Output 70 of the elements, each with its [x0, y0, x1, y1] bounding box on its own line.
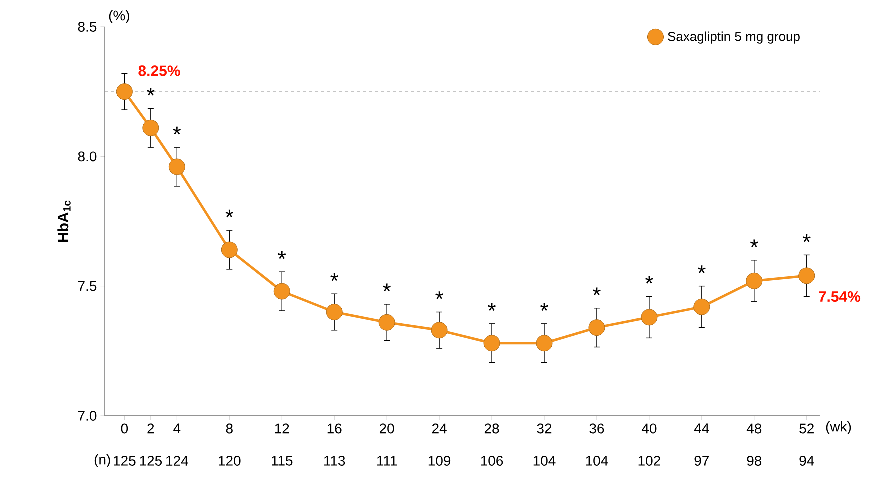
- x-tick-label: 32: [537, 424, 552, 434]
- x-tick-label: 24: [432, 424, 447, 434]
- annotation: *: [488, 303, 496, 311]
- text: 115: [272, 456, 293, 466]
- x-tick-label: 20: [380, 424, 394, 434]
- point: [326, 304, 343, 321]
- text: 125: [114, 456, 136, 466]
- point: [116, 84, 133, 100]
- x-tick-label: 4: [174, 424, 181, 434]
- x-tick-label: 44: [694, 424, 710, 434]
- point: [746, 272, 763, 290]
- text: 94: [800, 456, 814, 466]
- data-label: 7.54%: [819, 291, 861, 302]
- text: 102: [638, 456, 660, 466]
- text: 98: [747, 456, 762, 466]
- point: [641, 309, 658, 326]
- annotation: *: [173, 126, 182, 135]
- point: [484, 335, 500, 352]
- annotation: *: [436, 292, 444, 300]
- annotation: *: [330, 273, 339, 282]
- x-axis-title: (wk): [826, 421, 852, 435]
- y-tick-label: 7.0: [78, 411, 97, 421]
- text: (%): [109, 10, 130, 24]
- annotation: *: [698, 266, 706, 274]
- text: 113: [324, 456, 346, 466]
- x-tick-label: 2: [148, 424, 154, 434]
- x-tick-label: 0: [121, 424, 128, 434]
- point: [221, 242, 238, 258]
- data-label: 8.25%: [138, 66, 180, 76]
- point: [694, 298, 710, 316]
- y-axis-title: HbA$_{1c}$: [58, 200, 71, 242]
- point: [168, 158, 186, 176]
- x-tick-label: 52: [800, 424, 814, 434]
- annotation: *: [646, 276, 654, 284]
- point: [536, 335, 553, 352]
- x-tick-label: 28: [484, 424, 500, 434]
- x-tick-label: 16: [328, 424, 342, 434]
- annotation: *: [278, 251, 286, 260]
- x-tick-label: 40: [642, 424, 657, 434]
- annotation: *: [226, 210, 234, 218]
- annotation: *: [540, 303, 548, 311]
- annotation: *: [383, 284, 392, 292]
- text: 106: [481, 456, 504, 466]
- annotation: *: [593, 288, 601, 296]
- text: 104: [534, 456, 556, 466]
- text: (n): [94, 454, 110, 468]
- point: [431, 322, 448, 339]
- text: 97: [694, 456, 710, 466]
- point: [378, 314, 396, 331]
- text: 125: [140, 456, 162, 466]
- point: [142, 120, 160, 136]
- x-tick-label: 36: [590, 424, 604, 434]
- y-tick-label: 8.0: [78, 152, 97, 162]
- x-tick-label: 12: [275, 424, 290, 434]
- text: 124: [166, 456, 188, 466]
- annotation: *: [147, 88, 155, 96]
- y-tick-label: 7.5: [78, 281, 97, 292]
- text: 109: [428, 456, 451, 466]
- text: 120: [219, 456, 241, 466]
- text: 104: [586, 456, 608, 466]
- text: 111: [377, 456, 398, 466]
- x-tick-label: 8: [226, 424, 233, 434]
- annotation: *: [750, 240, 758, 248]
- point: [798, 268, 816, 284]
- point: [588, 320, 606, 336]
- x-tick-label: 48: [746, 424, 762, 434]
- annotation: *: [802, 234, 811, 242]
- y-tick-label: 8.5: [78, 22, 97, 32]
- point: [274, 283, 290, 300]
- legend-label: Saxagliptin 5 mg group: [668, 32, 800, 44]
